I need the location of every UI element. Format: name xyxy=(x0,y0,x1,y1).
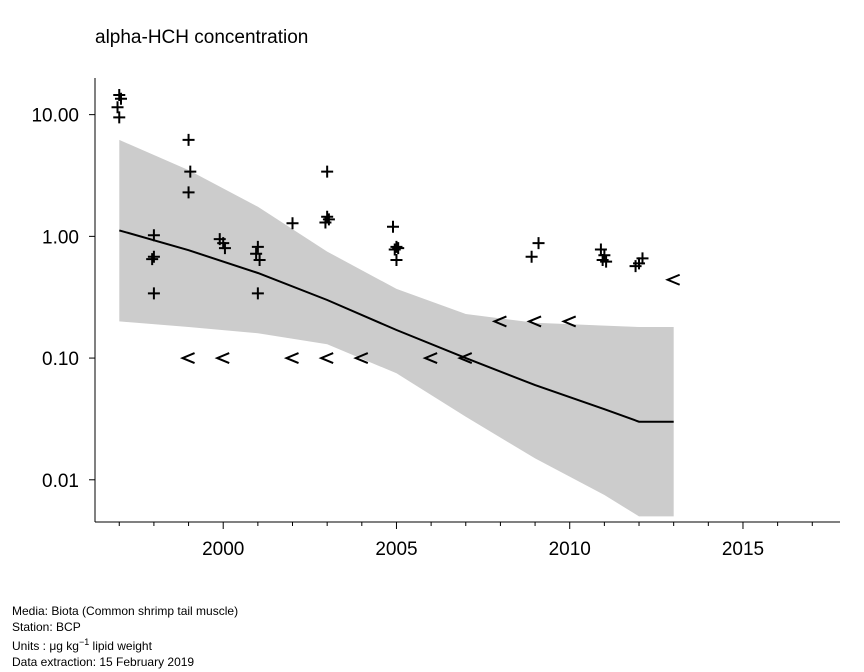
plus-point xyxy=(253,253,266,266)
data-points-layer xyxy=(111,88,681,364)
y-tick-label: 0.01 xyxy=(42,471,79,492)
plus-point xyxy=(147,250,160,263)
footer-units: Units : μg kg−1 lipid weight xyxy=(12,635,238,655)
plus-point xyxy=(184,165,197,178)
axes-layer: 10.00 1.00 0.10 0.01 2000 2005 2010 2015 xyxy=(31,78,840,560)
confidence-band xyxy=(119,139,674,517)
plus-point xyxy=(114,92,127,105)
footer-extraction: Data extraction: 15 February 2019 xyxy=(12,654,195,669)
less-than-point xyxy=(422,352,438,364)
plus-point xyxy=(250,247,263,260)
plus-point xyxy=(113,111,126,124)
x-tick-label: 2000 xyxy=(202,539,244,560)
less-than-point xyxy=(457,352,473,364)
plus-point xyxy=(251,240,264,253)
plus-point xyxy=(600,255,613,268)
footer-media: Media: Biota (Common shrimp tail muscle) xyxy=(12,604,239,618)
chart-plot: 10.00 1.00 0.10 0.01 2000 2005 2010 2015 xyxy=(31,78,840,560)
less-than-point xyxy=(179,352,195,364)
plus-point xyxy=(182,133,195,146)
plus-point xyxy=(392,242,405,255)
confidence-band-layer xyxy=(119,139,674,517)
less-than-point xyxy=(491,315,507,328)
plus-point xyxy=(146,253,159,266)
less-than-point xyxy=(665,273,681,286)
y-tick-label: 10.00 xyxy=(31,106,79,127)
trend-line-layer xyxy=(119,229,674,423)
plus-point xyxy=(532,237,545,250)
less-than-point xyxy=(561,315,577,328)
plus-point xyxy=(147,229,160,242)
plus-point xyxy=(390,253,403,266)
plus-point xyxy=(111,101,124,114)
y-tick-label: 0.10 xyxy=(42,349,79,370)
less-than-point xyxy=(283,352,299,364)
trend-line xyxy=(119,229,674,423)
footer-units-suffix: lipid weight xyxy=(89,639,152,653)
x-tick-label: 2010 xyxy=(549,539,591,560)
plus-point xyxy=(182,186,195,199)
chart-title: alpha-HCH concentration xyxy=(95,27,309,48)
plus-point xyxy=(217,237,230,250)
plus-point xyxy=(321,165,334,178)
y-tick-label: 1.00 xyxy=(42,227,79,248)
plus-point xyxy=(633,257,646,270)
plus-point xyxy=(387,220,399,233)
x-tick-label: 2005 xyxy=(375,539,417,560)
plus-point xyxy=(322,213,335,226)
plus-point xyxy=(218,242,231,255)
plus-point xyxy=(251,287,264,300)
plus-point xyxy=(321,210,334,223)
x-tick-label: 2015 xyxy=(722,539,764,560)
footer-units-mu: μg kg xyxy=(49,639,79,653)
less-than-point xyxy=(318,352,334,364)
less-than-point xyxy=(353,352,369,364)
less-than-point xyxy=(214,352,230,364)
footer-units-prefix: Units : xyxy=(12,639,50,653)
plus-point xyxy=(147,287,160,300)
plus-point xyxy=(390,240,403,253)
plus-point xyxy=(286,217,299,230)
footer-units-exponent: −1 xyxy=(78,637,90,647)
footer-station: Station: BCP xyxy=(12,619,81,634)
footer-notes: Media: Biota (Common shrimp tail muscle)… xyxy=(12,604,238,670)
plus-point xyxy=(525,250,538,263)
less-than-point xyxy=(526,315,542,328)
